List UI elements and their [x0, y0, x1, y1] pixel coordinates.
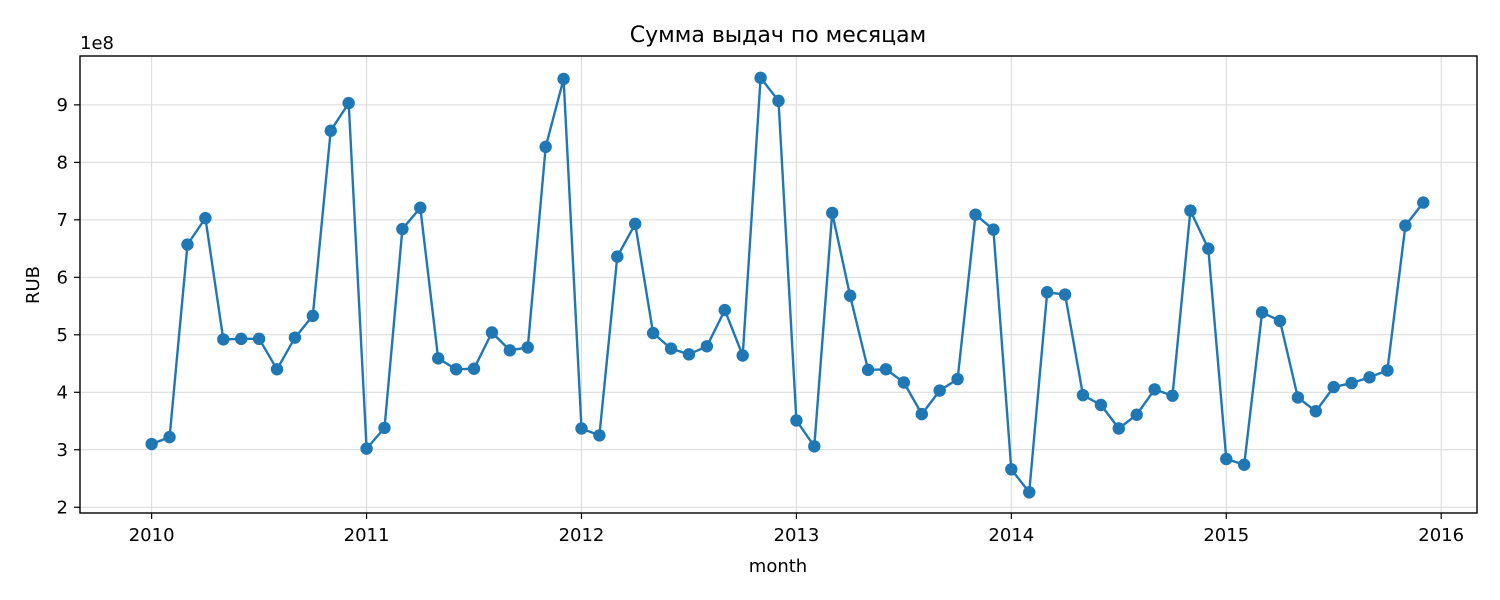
data-point	[288, 331, 302, 344]
data-point	[951, 372, 964, 386]
data-point	[1345, 376, 1358, 390]
y-axis-scale-label: 1e8	[80, 33, 114, 54]
data-point	[1237, 458, 1251, 471]
data-point	[700, 340, 714, 353]
data-point	[360, 442, 373, 455]
data-point	[1005, 463, 1018, 476]
data-point	[1327, 380, 1340, 394]
data-point	[1273, 314, 1287, 328]
data-point	[1112, 422, 1125, 435]
x-tick-label: 2014	[988, 525, 1034, 546]
chart-title: Сумма выдач по месяцам	[630, 23, 926, 48]
data-point	[575, 422, 588, 435]
y-tick-label: 9	[57, 95, 68, 116]
data-point	[1363, 371, 1376, 384]
data-point	[969, 208, 982, 221]
data-point	[342, 96, 355, 110]
data-point	[1220, 452, 1233, 466]
data-point	[1184, 204, 1197, 217]
y-tick-label: 2	[57, 497, 68, 518]
data-point	[1417, 196, 1430, 209]
data-point	[1255, 306, 1269, 319]
x-tick-label: 2015	[1203, 525, 1249, 546]
data-point	[467, 362, 481, 375]
data-point	[1381, 364, 1394, 377]
data-point	[378, 421, 391, 435]
grid-lines	[80, 56, 1477, 513]
data-point	[163, 430, 176, 444]
data-point	[1094, 398, 1108, 412]
data-point	[396, 222, 409, 236]
data-point	[897, 376, 911, 389]
data-point	[557, 72, 570, 86]
data-point	[1130, 408, 1143, 421]
data-point	[987, 223, 1000, 236]
data-point	[808, 440, 821, 453]
y-tick-label: 4	[57, 382, 68, 403]
data-point	[1058, 288, 1072, 301]
data-point	[485, 326, 499, 339]
data-point	[539, 140, 552, 154]
data-point	[1040, 286, 1054, 299]
y-tick-label: 5	[57, 325, 68, 346]
data-point	[915, 407, 928, 421]
data-point	[181, 238, 194, 251]
data-point	[682, 348, 696, 361]
plot-area-frame	[79, 55, 1478, 514]
data-point	[1309, 405, 1323, 418]
y-tick-label: 7	[57, 210, 68, 231]
data-point	[432, 352, 445, 365]
data-point	[611, 250, 624, 263]
data-point	[754, 71, 767, 85]
y-tick-label: 3	[57, 440, 68, 461]
data-point	[503, 344, 517, 357]
data-point	[199, 211, 212, 225]
x-tick-label: 2016	[1418, 525, 1464, 546]
y-tick-label: 6	[57, 267, 68, 288]
data-point	[1291, 391, 1305, 404]
data-point	[933, 384, 946, 397]
data-point	[234, 332, 248, 346]
x-tick-label: 2010	[129, 525, 175, 546]
axis-ticks: 2 3 4 5 6 7 8 9 2010 2011 2012 2013 2014 2015 2016	[57, 95, 1465, 546]
data-point	[593, 429, 606, 442]
data-point	[324, 124, 337, 137]
x-tick-label: 2013	[774, 525, 820, 546]
data-point	[629, 217, 642, 231]
data-point	[861, 363, 875, 377]
data-point	[1166, 389, 1179, 402]
data-point	[790, 414, 803, 427]
data-point	[736, 349, 749, 362]
data-point	[879, 363, 893, 376]
data-point	[270, 363, 284, 376]
data-point	[1399, 219, 1412, 232]
x-tick-label: 2011	[344, 525, 390, 546]
x-tick-label: 2012	[559, 525, 605, 546]
data-point	[1148, 383, 1161, 396]
data-point	[646, 326, 660, 340]
data-point	[521, 341, 534, 354]
data-series	[145, 71, 1430, 499]
series-line	[151, 76, 1425, 494]
y-axis-label: RUB	[23, 266, 44, 304]
data-point	[1023, 486, 1036, 499]
data-point	[449, 363, 463, 376]
data-point	[718, 303, 731, 317]
data-point	[252, 332, 266, 346]
data-point	[145, 437, 158, 451]
data-point	[843, 289, 857, 302]
data-point	[1202, 242, 1215, 255]
data-point	[217, 333, 230, 346]
data-point	[1076, 388, 1090, 402]
x-axis-label: month	[749, 556, 807, 577]
data-point	[772, 94, 785, 108]
data-point	[306, 309, 320, 323]
y-tick-label: 8	[57, 152, 68, 173]
data-point	[414, 201, 427, 214]
data-point	[664, 342, 678, 355]
data-point	[826, 206, 839, 220]
